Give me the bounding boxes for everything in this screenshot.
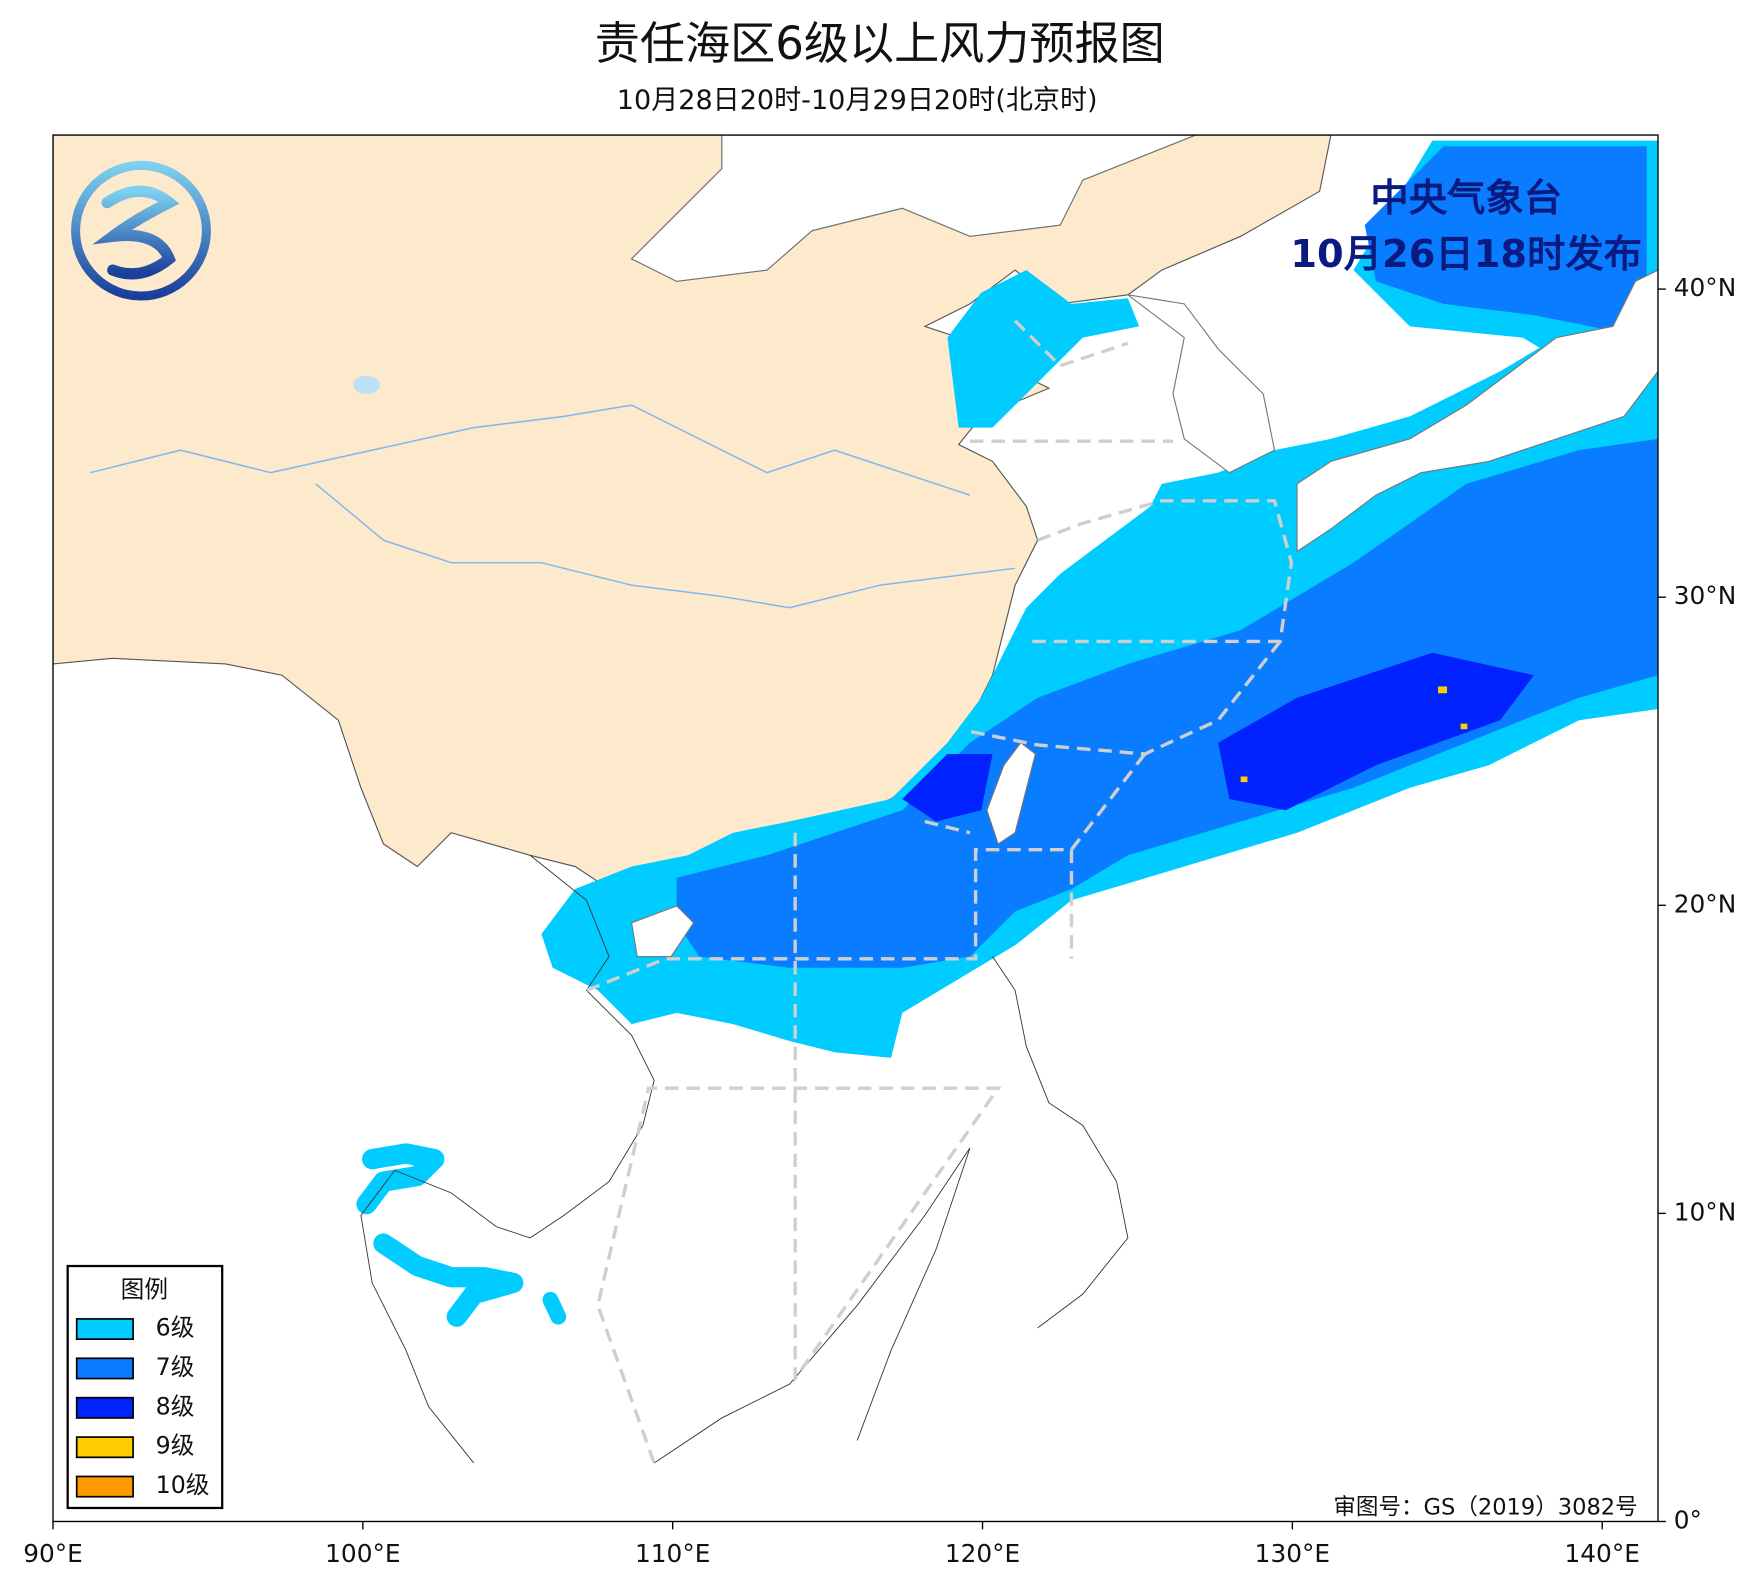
wind-area <box>1438 686 1448 694</box>
wind-area <box>356 1143 445 1215</box>
legend-swatch <box>75 1357 134 1380</box>
zone-line <box>596 832 1002 1464</box>
indochina-coast <box>360 854 655 1464</box>
axes: 90°E 100°E 110°E 120°E 130°E 140°E 0° 10°N 20°N 3… <box>23 273 1736 1568</box>
zone-line <box>1013 319 1129 368</box>
korea <box>1127 294 1276 474</box>
taiwan <box>986 741 1037 845</box>
y-tick-label: 0° <box>1674 1505 1702 1534</box>
x-tick-label: 100°E <box>325 1539 400 1568</box>
legend-swatch <box>75 1318 134 1341</box>
hainan <box>630 905 695 958</box>
y-tick-label: 10°N <box>1674 1197 1737 1226</box>
review-number: 审图号：GS（2019）3082号 <box>1333 1494 1637 1520</box>
wind-area <box>1218 652 1534 811</box>
wind-area <box>1240 776 1248 783</box>
y-tick-label: 30°N <box>1674 581 1737 610</box>
legend-label: 9级 <box>156 1432 195 1460</box>
x-tick-label: 130°E <box>1255 1539 1330 1568</box>
legend-label: 10级 <box>156 1471 210 1499</box>
river <box>90 404 971 496</box>
zone-line <box>924 819 971 835</box>
wind-area <box>373 1233 524 1327</box>
logo-ring <box>71 160 211 301</box>
y-tick-label: 20°N <box>1674 889 1737 918</box>
mongolia <box>630 135 1196 282</box>
logo <box>71 160 211 301</box>
legend-swatch <box>75 1436 134 1459</box>
x-tick-label: 110°E <box>635 1539 710 1568</box>
wind-area <box>902 753 993 822</box>
x-tick-label: 90°E <box>23 1539 83 1568</box>
zone-line <box>585 752 1147 992</box>
wind-area <box>1364 146 1647 338</box>
legend-swatch <box>75 1396 134 1419</box>
legend-title: 图例 <box>121 1275 168 1303</box>
legend-swatch <box>75 1475 134 1498</box>
legend: 图例 6级 7级 8级 9级 10级 <box>66 1264 224 1510</box>
philippines-coast <box>992 956 1129 1329</box>
x-tick-label: 140°E <box>1565 1539 1640 1568</box>
legend-label: 7级 <box>156 1353 195 1381</box>
wind-area <box>1460 723 1468 730</box>
qinghai-lake <box>353 375 381 394</box>
subtitle: 10月28日20时-10月29日20时(北京时) <box>617 85 1098 116</box>
issuer: 中央气象台 <box>1370 176 1562 221</box>
river <box>315 483 1016 609</box>
logo-mark <box>92 185 180 280</box>
borneo-coast <box>653 1147 971 1464</box>
title: 责任海区6级以上风力预报图 <box>595 17 1165 70</box>
legend-label: 6级 <box>156 1314 195 1342</box>
japan <box>1296 269 1658 553</box>
map-frame <box>52 134 1659 1523</box>
map-body <box>53 135 1658 1522</box>
wind-areas <box>356 140 1658 1327</box>
issue-time: 10月26日18时发布 <box>1290 232 1642 277</box>
legend-label: 8级 <box>156 1392 195 1420</box>
wind-area <box>947 270 1140 428</box>
wind-area <box>542 1291 567 1325</box>
y-tick-label: 40°N <box>1674 273 1737 302</box>
wind-area <box>676 438 1658 968</box>
legend-box <box>66 1264 224 1510</box>
x-tick-label: 120°E <box>945 1539 1020 1568</box>
